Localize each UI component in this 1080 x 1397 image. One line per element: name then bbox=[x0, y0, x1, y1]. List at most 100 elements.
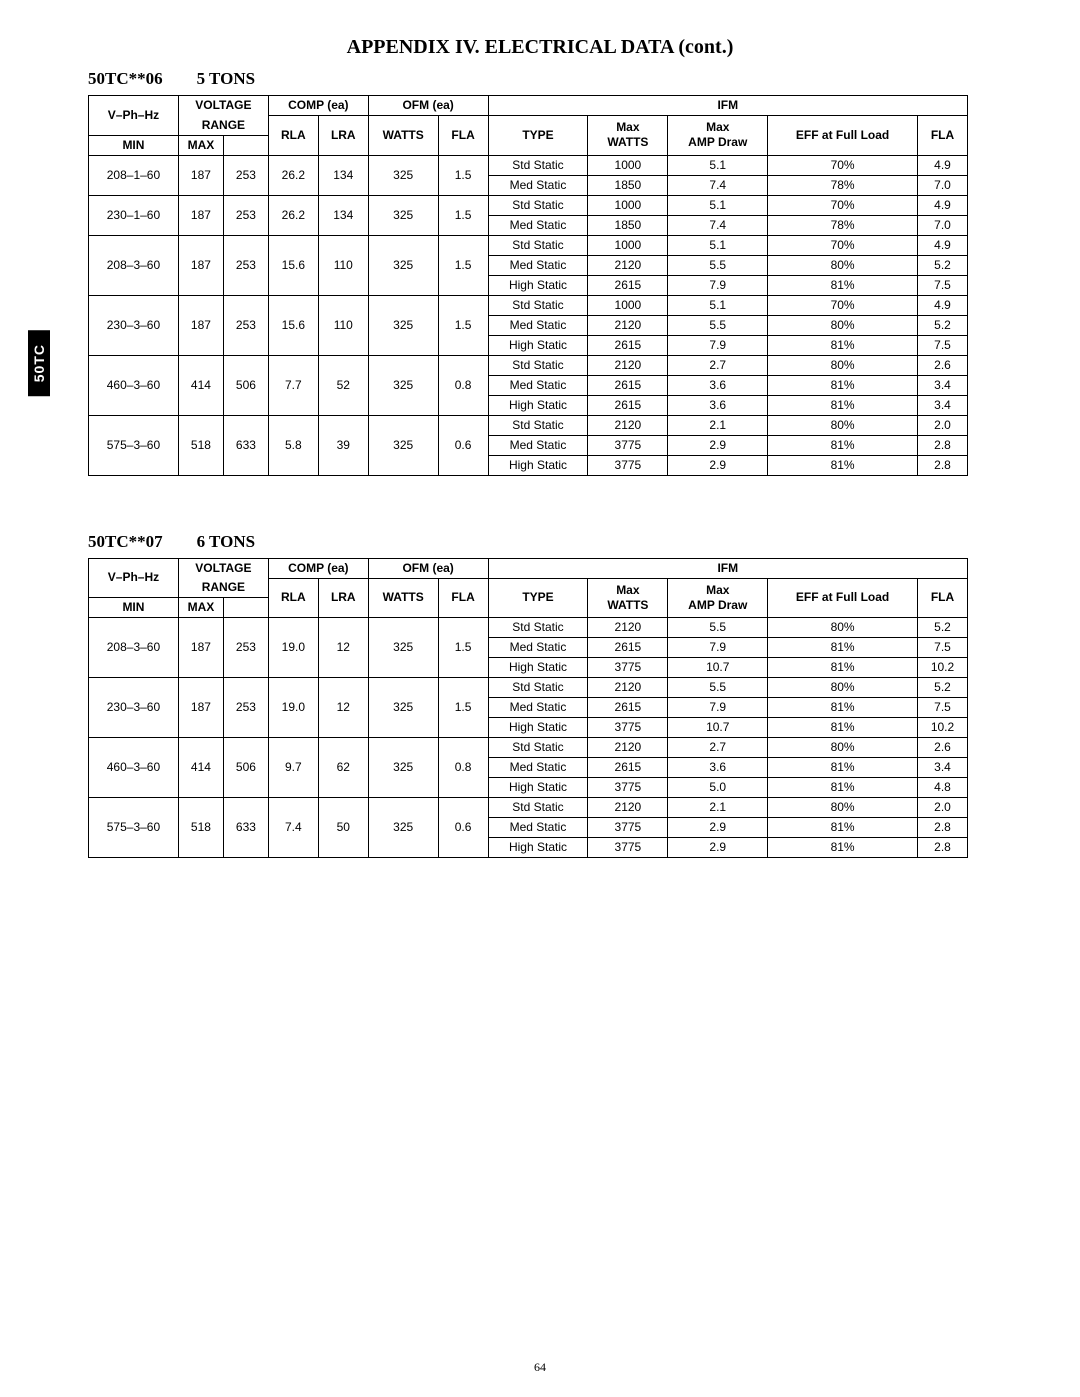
cell-fla2: 2.8 bbox=[918, 838, 968, 858]
cell-eff: 81% bbox=[768, 335, 918, 355]
cell-eff: 81% bbox=[768, 838, 918, 858]
cell-max-amp: 7.9 bbox=[668, 638, 768, 658]
cell-eff: 80% bbox=[768, 315, 918, 335]
cell-lra: 110 bbox=[318, 235, 368, 295]
cell-fla: 1.5 bbox=[438, 235, 488, 295]
cell-max-watts: 2120 bbox=[588, 798, 668, 818]
cell-max-watts: 2615 bbox=[588, 375, 668, 395]
cell-fla2: 7.5 bbox=[918, 335, 968, 355]
cell-type: Med Static bbox=[488, 758, 588, 778]
col-watts: WATTS bbox=[368, 578, 438, 618]
col-comp: COMP (ea) bbox=[268, 558, 368, 578]
cell-min: 414 bbox=[178, 355, 223, 415]
cell-max-amp: 5.1 bbox=[668, 295, 768, 315]
cell-max: 633 bbox=[223, 798, 268, 858]
cell-watts: 325 bbox=[368, 415, 438, 475]
cell-min: 187 bbox=[178, 678, 223, 738]
cell-type: Std Static bbox=[488, 155, 588, 175]
cell-min: 187 bbox=[178, 155, 223, 195]
section-heading: 50TC**07 6 TONS bbox=[88, 532, 1000, 552]
cell-fla2: 2.8 bbox=[918, 455, 968, 475]
cell-max: 253 bbox=[223, 155, 268, 195]
cell-type: High Static bbox=[488, 718, 588, 738]
cell-fla2: 5.2 bbox=[918, 678, 968, 698]
cell-min: 187 bbox=[178, 618, 223, 678]
cell-max: 253 bbox=[223, 678, 268, 738]
cell-lra: 39 bbox=[318, 415, 368, 475]
cell-max-amp: 7.4 bbox=[668, 175, 768, 195]
cell-vphz: 575–3–60 bbox=[89, 798, 179, 858]
cell-max-amp: 5.5 bbox=[668, 678, 768, 698]
cell-type: Med Static bbox=[488, 375, 588, 395]
cell-max-watts: 1000 bbox=[588, 235, 668, 255]
cell-type: Std Static bbox=[488, 618, 588, 638]
cell-max: 253 bbox=[223, 195, 268, 235]
cell-min: 518 bbox=[178, 415, 223, 475]
cell-eff: 81% bbox=[768, 758, 918, 778]
table-row: 208–3–6018725315.61103251.5Std Static100… bbox=[89, 235, 968, 255]
cell-fla: 0.6 bbox=[438, 798, 488, 858]
cell-rla: 15.6 bbox=[268, 295, 318, 355]
page: 50TC APPENDIX IV. ELECTRICAL DATA (cont.… bbox=[0, 0, 1080, 1397]
cell-type: Std Static bbox=[488, 235, 588, 255]
cell-rla: 26.2 bbox=[268, 195, 318, 235]
col-fla: FLA bbox=[438, 116, 488, 156]
cell-type: High Static bbox=[488, 838, 588, 858]
col-max: MAX bbox=[178, 598, 223, 618]
cell-type: Std Static bbox=[488, 195, 588, 215]
cell-type: High Static bbox=[488, 395, 588, 415]
cell-watts: 325 bbox=[368, 618, 438, 678]
cell-max: 253 bbox=[223, 235, 268, 295]
cell-max-amp: 2.1 bbox=[668, 415, 768, 435]
appendix-title: APPENDIX IV. ELECTRICAL DATA (cont.) bbox=[80, 36, 1000, 59]
cell-max-watts: 1850 bbox=[588, 215, 668, 235]
cell-max-watts: 2120 bbox=[588, 315, 668, 335]
cell-max-watts: 2615 bbox=[588, 758, 668, 778]
cell-vphz: 208–3–60 bbox=[89, 235, 179, 295]
cell-eff: 81% bbox=[768, 455, 918, 475]
cell-watts: 325 bbox=[368, 355, 438, 415]
cell-eff: 70% bbox=[768, 195, 918, 215]
cell-max-watts: 3775 bbox=[588, 778, 668, 798]
cell-max-watts: 1000 bbox=[588, 155, 668, 175]
cell-max-watts: 3775 bbox=[588, 718, 668, 738]
col-vphz: V–Ph–Hz bbox=[89, 96, 179, 136]
table-row: 208–3–6018725319.0123251.5Std Static2120… bbox=[89, 618, 968, 638]
cell-fla2: 7.0 bbox=[918, 215, 968, 235]
cell-type: Med Static bbox=[488, 698, 588, 718]
col-fla2: FLA bbox=[918, 578, 968, 618]
cell-rla: 7.4 bbox=[268, 798, 318, 858]
cell-fla2: 5.2 bbox=[918, 315, 968, 335]
cell-eff: 81% bbox=[768, 658, 918, 678]
cell-max: 506 bbox=[223, 355, 268, 415]
cell-fla2: 7.0 bbox=[918, 175, 968, 195]
cell-max-watts: 3775 bbox=[588, 435, 668, 455]
cell-fla: 0.8 bbox=[438, 355, 488, 415]
col-type: TYPE bbox=[488, 578, 588, 618]
page-number: 64 bbox=[0, 1360, 1080, 1375]
cell-type: Med Static bbox=[488, 315, 588, 335]
cell-fla2: 2.0 bbox=[918, 798, 968, 818]
col-watts: WATTS bbox=[368, 116, 438, 156]
cell-watts: 325 bbox=[368, 195, 438, 235]
cell-type: Std Static bbox=[488, 415, 588, 435]
cell-max-amp: 2.9 bbox=[668, 455, 768, 475]
cell-max-watts: 3775 bbox=[588, 658, 668, 678]
col-ifm: IFM bbox=[488, 558, 967, 578]
cell-eff: 80% bbox=[768, 738, 918, 758]
cell-max-amp: 7.4 bbox=[668, 215, 768, 235]
cell-fla2: 4.9 bbox=[918, 195, 968, 215]
cell-lra: 12 bbox=[318, 618, 368, 678]
col-voltage-range-2: RANGE bbox=[178, 116, 268, 136]
cell-fla: 1.5 bbox=[438, 295, 488, 355]
cell-max: 253 bbox=[223, 295, 268, 355]
cell-max-watts: 2615 bbox=[588, 275, 668, 295]
cell-eff: 80% bbox=[768, 798, 918, 818]
cell-max-watts: 2615 bbox=[588, 698, 668, 718]
cell-fla2: 2.8 bbox=[918, 818, 968, 838]
cell-watts: 325 bbox=[368, 678, 438, 738]
cell-max-watts: 2120 bbox=[588, 678, 668, 698]
cell-eff: 81% bbox=[768, 638, 918, 658]
cell-type: Med Static bbox=[488, 215, 588, 235]
col-max-watts: MaxWATTS bbox=[588, 116, 668, 156]
